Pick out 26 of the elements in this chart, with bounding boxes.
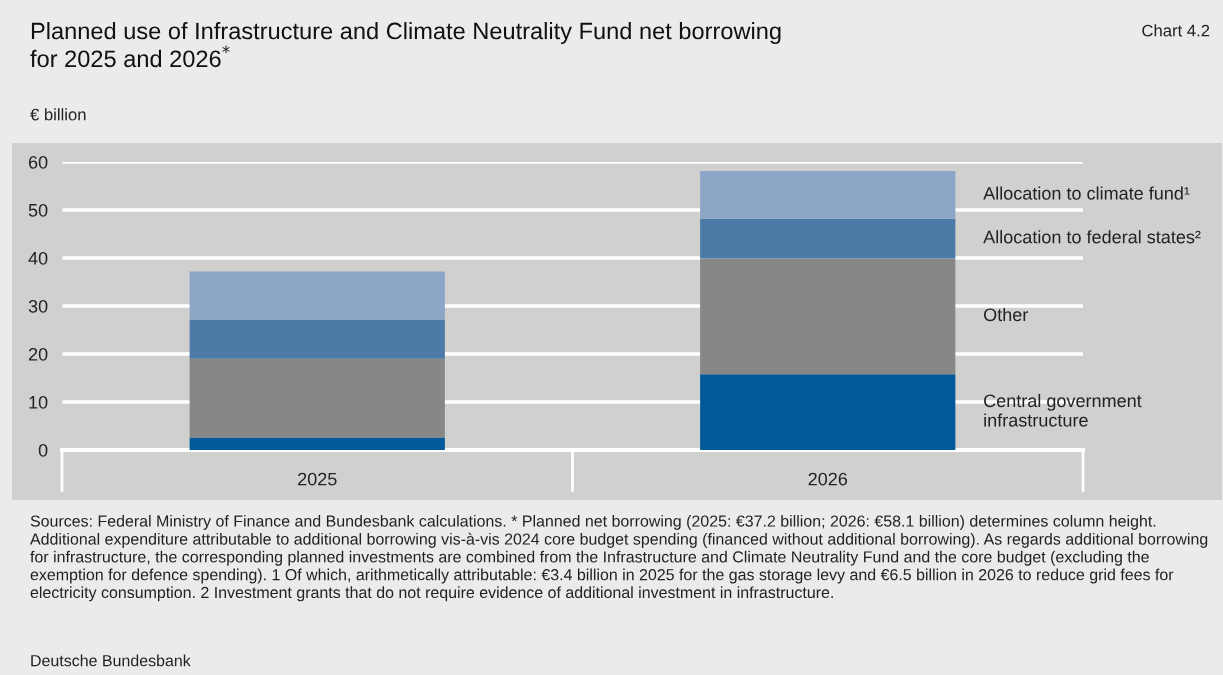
y-tick-label: 0 [38,443,48,457]
bar [189,319,445,359]
y-tick-label: 60 [28,155,48,169]
x-tick-label: 2025 [298,472,337,486]
bar [189,437,445,450]
bar [700,374,956,450]
text: Deutsche Bundesbank [31,654,191,667]
bar [700,258,956,375]
y-tick-label: 10 [29,395,48,409]
y-tick-label: 30 [28,299,48,313]
series-label: Central government infrastructure [984,393,1142,427]
y-tick-label: 50 [28,203,48,217]
y-axis-title: € billion [30,108,86,121]
source-note: Sources: Federal Ministry of Finance and Bundesbank calculations. * Planned net borrowing (2025: €37.2 billion; 2026: €58.1 billion) determines column height. Additional expenditure attributable to additional borrowing vis-à-vis 2024 core budget spending (financed without additional borrowing). As regards additional borrowing for infrastructure, the corresponding planned investments are combined from the Infrastructure and Climate Neutrality Fund and the core budget (excluding the exemption for defence spending). 1 Of which, arithmetically attributable: €3.4 billion in 2025 for the gas storage levy and €6.5 billion in 2026 to reduce grid fees for electricity consumption. 2 Investment grants that do not require evidence of additional investment in infrastructure. [30,515,1208,602]
series-label: Other [984,307,1029,322]
bar [189,271,445,320]
series-label: Allocation to federal states² [983,230,1201,244]
y-tick-label: 40 [28,251,48,265]
caption: Chart 4.2 [1142,24,1210,37]
series-label: Allocation to climate fund¹ [983,186,1190,200]
bar [700,171,956,219]
chart-title: Planned use of Infrastructure and Climate Neutrality Fund net borrowing for 2025 and 2026$^{*}$ [30,22,781,68]
bar [700,218,956,259]
bar [189,358,445,438]
x-tick-label: 2026 [808,472,848,486]
y-tick-label: 20 [28,347,48,361]
